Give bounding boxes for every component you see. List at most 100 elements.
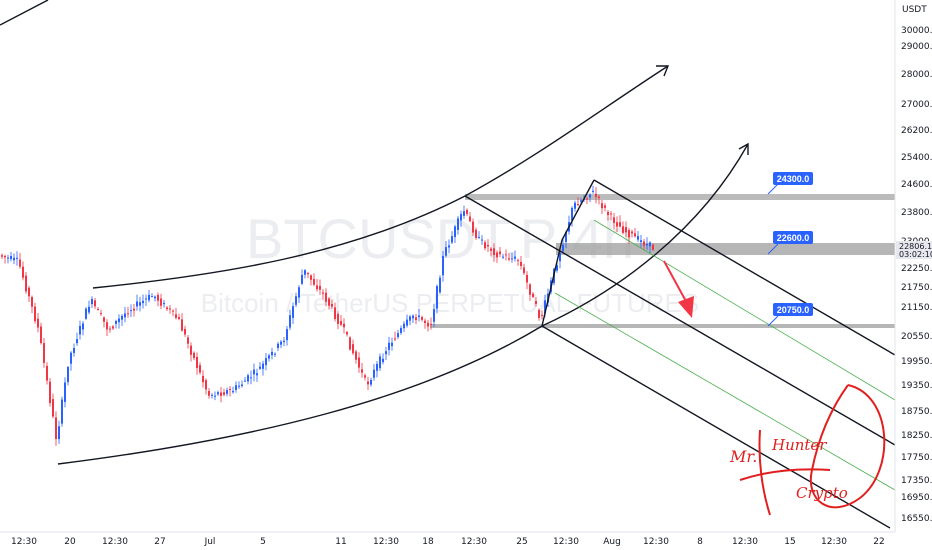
candle [640, 234, 642, 249]
candle [415, 313, 417, 325]
candle [238, 381, 240, 390]
description-watermark: Bitcoin / TetherUS PERPETUAL FUTURES [201, 288, 699, 318]
x-tick-label: 18 [422, 537, 434, 547]
svg-text:24300.0: 24300.0 [777, 174, 810, 184]
candle [55, 411, 57, 446]
x-tick-label: 12:30 [643, 537, 669, 547]
outer-arc-arrow-icon [656, 65, 670, 77]
level-label-20750[interactable] [773, 303, 813, 316]
channel-bottom [541, 325, 891, 529]
x-tick-label: Aug [603, 537, 621, 547]
inner-arc-arrow-icon [738, 142, 749, 155]
candle [235, 381, 237, 393]
candle [292, 302, 294, 325]
corner-line-top-left [0, 0, 49, 26]
lower-curve [57, 325, 543, 465]
candle [379, 353, 381, 372]
candle [445, 241, 447, 258]
x-tick-label: 8 [697, 537, 703, 547]
candle [10, 251, 12, 262]
candle [103, 316, 105, 328]
candle [406, 314, 408, 328]
candle [469, 211, 471, 223]
candle [217, 390, 219, 397]
candle [124, 307, 126, 323]
candle [433, 303, 435, 328]
candle [94, 297, 96, 310]
price-axis[interactable]: USDT 30000.0 29000.0 28000.0 27000.0 26200.0… [894, 0, 932, 550]
candle [313, 273, 315, 287]
candle [61, 396, 63, 427]
candle [355, 349, 357, 364]
candle [316, 278, 318, 292]
candle [43, 337, 45, 368]
candle [247, 373, 249, 385]
candle [157, 292, 159, 307]
level-label-24300[interactable] [773, 172, 813, 185]
current-price-tag [896, 241, 932, 259]
candle [58, 420, 60, 444]
candle [16, 251, 18, 266]
x-tick-label: 12:30 [732, 537, 758, 547]
candle [634, 228, 636, 238]
candle [508, 253, 510, 262]
candle [19, 252, 21, 269]
candle [46, 362, 48, 385]
candle [280, 340, 282, 349]
candle [331, 299, 333, 310]
candle [196, 352, 198, 375]
y-tick-label: 24600.0 [901, 180, 932, 190]
outer-arc [464, 65, 669, 197]
y-tick-label: 25400.0 [901, 153, 932, 163]
candle [220, 386, 222, 403]
level-label-22600[interactable] [773, 231, 813, 244]
y-tick-label: 22250.0 [901, 264, 932, 274]
candle [301, 269, 303, 286]
candle [340, 314, 342, 327]
candle [451, 231, 453, 245]
candle [106, 319, 108, 336]
support-zone-22600[interactable] [556, 243, 895, 255]
candle [595, 187, 597, 204]
candle [148, 289, 150, 303]
channel-middle [464, 195, 896, 446]
candle [211, 393, 213, 399]
candle [592, 185, 594, 194]
candle [562, 238, 564, 253]
svg-text:Hunter: Hunter [771, 436, 827, 454]
svg-text:Mr.: Mr. [729, 447, 757, 466]
candle [76, 332, 78, 346]
candle [127, 306, 129, 318]
candle [13, 253, 15, 265]
level-labels: 24300.0 22600.0 20750.0 [767, 172, 813, 327]
candle [115, 319, 117, 329]
candle [88, 300, 90, 315]
candle [475, 227, 477, 240]
candle [271, 347, 273, 360]
candle [484, 240, 486, 251]
candle [598, 195, 600, 205]
candle [439, 275, 441, 294]
candle [460, 210, 462, 227]
candle [163, 299, 165, 308]
x-tick-label: 12:30 [821, 537, 847, 547]
candle [538, 308, 540, 321]
candle [367, 376, 369, 390]
candle [97, 306, 99, 311]
candle [79, 320, 81, 340]
candle [166, 305, 168, 312]
candle [31, 295, 33, 314]
candle [577, 197, 579, 207]
time-axis[interactable]: 12:30 20 12:30 27 Jul 5 11 12:30 18 12:30 25 12:30 A… [0, 531, 932, 550]
candle [130, 304, 132, 317]
candle [652, 243, 654, 251]
candle [625, 221, 627, 238]
candle [421, 315, 423, 322]
candle [646, 237, 648, 250]
resistance-zone-24300[interactable] [465, 194, 895, 200]
support-zone-20750[interactable] [430, 324, 895, 328]
candle [265, 353, 267, 371]
svg-text:22806.1: 22806.1 [899, 242, 932, 251]
candle [184, 325, 186, 337]
